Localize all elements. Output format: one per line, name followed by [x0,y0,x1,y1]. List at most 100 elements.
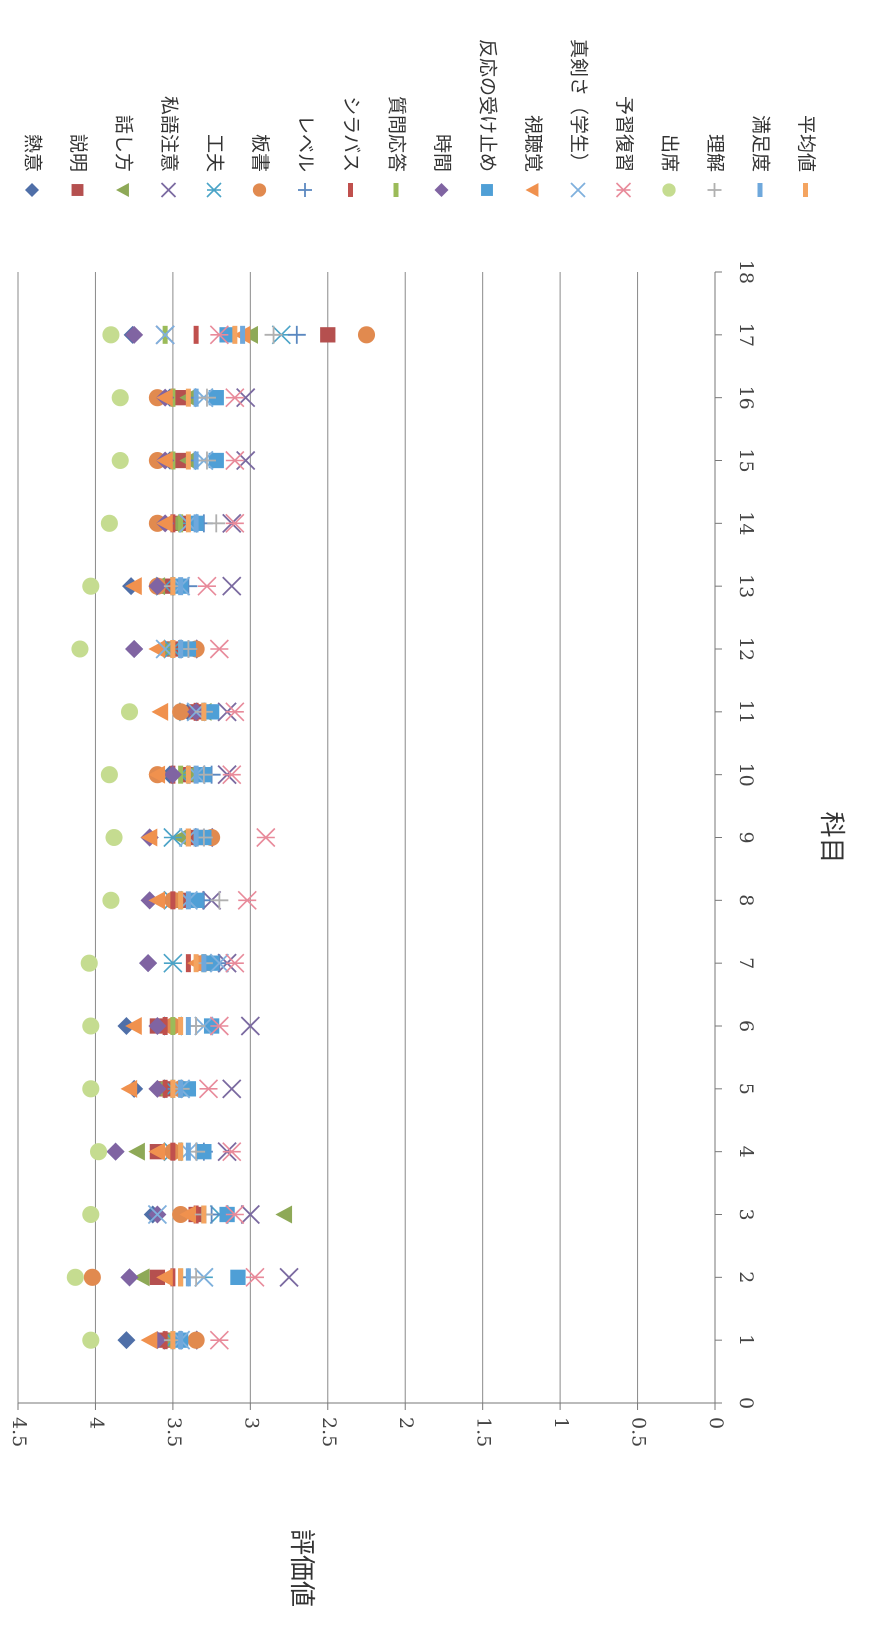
data-points [66,325,376,1350]
data-point [225,702,245,722]
data-point [100,514,118,532]
data-point [172,703,190,721]
x-axis-title: 科目 [816,811,846,863]
data-point [225,388,245,408]
data-point [193,388,199,407]
legend-marker [481,184,493,196]
legend-item: 工夫 [204,134,226,198]
legend-item: レベル [295,115,317,197]
data-point [245,1267,265,1287]
category-tick-label: 6 [735,1020,757,1032]
category-tick-label: 4 [735,1146,757,1158]
value-tick-label: 1 [550,1417,572,1429]
legend-label: 説明 [67,134,89,172]
data-point [222,576,242,596]
data-point [210,891,229,910]
legend-item: シラバス [340,96,362,197]
category-tick-label: 14 [735,511,757,535]
axes: 012345678910111213141516171800.511.522.5… [8,260,757,1447]
legend-item: 質問応答 [386,96,408,197]
legend-item: 板書 [249,134,271,197]
data-point [111,451,129,470]
data-point [170,1079,176,1098]
data-point [201,1205,207,1224]
marker-stroke [209,953,229,973]
data-point [193,514,199,533]
legend-label: 真剣さ（学生） [568,39,590,172]
data-point [148,891,166,910]
legend-item: 視聴覚 [522,115,544,197]
data-point [185,451,191,470]
data-point [148,765,166,784]
marker-stroke [160,182,177,198]
data-point [201,954,207,973]
marker-stroke [570,182,586,198]
data-point [163,827,183,848]
data-point [287,325,306,344]
data-point [207,514,226,533]
legend-label: 平均値 [795,115,817,172]
data-point [82,1017,100,1035]
legend-marker [25,183,39,197]
category-tick-label: 8 [735,894,757,906]
data-point [155,325,175,345]
legend-label: 視聴覚 [522,115,544,172]
data-point [156,1268,173,1287]
data-point [193,828,199,847]
legend-label: 熱意 [22,134,44,172]
legend-marker [206,182,222,198]
value-tick-label: 2 [395,1417,417,1429]
data-point [187,1331,205,1349]
data-point [120,703,139,721]
legend-marker [160,182,177,198]
legend-label: 満足度 [750,115,772,172]
data-point [237,890,257,910]
data-point [275,1205,293,1224]
data-point [178,1017,184,1035]
data-point [105,828,123,847]
data-point [170,640,176,658]
legend-item: 満足度 [750,115,772,197]
data-point [89,1143,108,1161]
data-point [148,640,166,658]
data-point [225,1204,245,1225]
marker-stroke [147,1204,168,1225]
legend-marker [393,183,399,197]
data-point [222,1079,242,1099]
grid-lines [17,272,716,1403]
legend-marker [662,183,676,197]
data-point [240,325,246,344]
data-point [178,1268,184,1287]
data-point [225,513,245,533]
data-point [148,1017,167,1035]
category-tick-label: 2 [735,1271,757,1283]
data-point [170,891,176,910]
data-point [140,1331,158,1350]
value-tick-label: 3 [240,1417,262,1429]
data-point [151,702,169,721]
data-point [178,514,184,533]
data-point [120,1079,138,1098]
data-point [82,1331,100,1349]
marker-stroke [236,388,256,408]
category-tick-label: 12 [735,637,757,661]
data-point [102,891,120,909]
marker-stroke [222,576,242,596]
legend-item: 熱意 [22,134,44,197]
data-point [125,1017,142,1035]
data-point [193,765,199,784]
data-point [232,325,238,344]
data-point [209,1330,229,1350]
data-point [178,640,184,658]
legend-item: 私語注意 [158,96,180,198]
data-point [82,1205,100,1224]
series-6 [83,326,376,1349]
legend-label: 板書 [249,134,271,172]
data-point [185,1017,191,1035]
legend-label: 工夫 [204,134,226,172]
legend-marker [434,183,449,197]
legend-marker [71,184,84,196]
data-point [198,1079,219,1099]
data-point [279,1267,299,1287]
data-point [178,577,184,596]
